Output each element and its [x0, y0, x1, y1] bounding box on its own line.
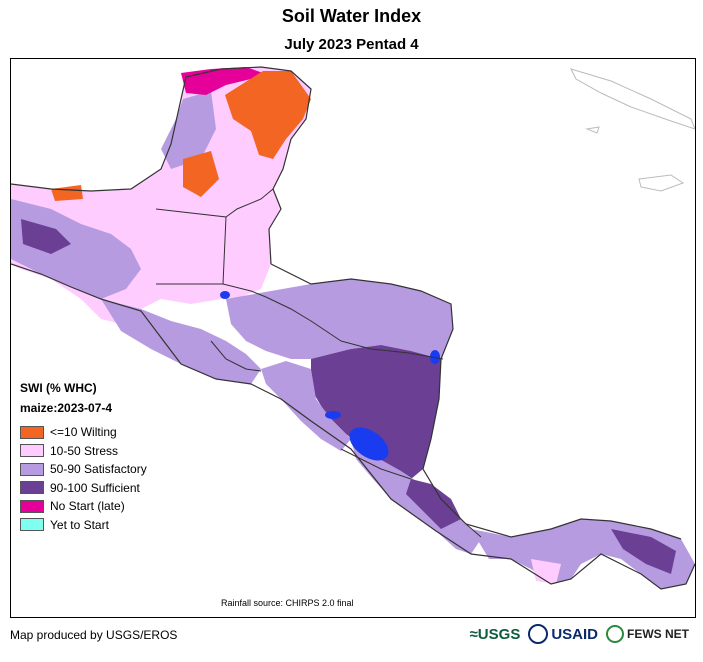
jamaica-outline [638, 174, 685, 192]
panama-stress [531, 559, 561, 584]
chiapas-sufficient [21, 219, 71, 254]
legend-swatch [20, 425, 44, 439]
legend-swatch [20, 518, 44, 532]
fews-net-label: FEWS NET [627, 627, 689, 641]
coastlines [11, 66, 695, 590]
logo-strip: ≈USGS USAID FEWS NET [470, 624, 689, 644]
lake-managua [325, 411, 341, 419]
map-title: Soil Water Index [281, 6, 422, 26]
legend-item-sufficient: 90-100 Sufficient [20, 479, 190, 498]
map-credit: Map produced by USGS/EROS [10, 628, 178, 642]
map-legend: SWI (% WHC) maize:2023-07-4 <=10 Wilting… [20, 381, 190, 534]
legend-label: Yet to Start [50, 517, 109, 532]
cuba-outline [570, 68, 695, 130]
legend-label: 50-90 Satisfactory [50, 462, 147, 477]
usaid-logo: USAID [528, 624, 598, 644]
soil-water-map [11, 66, 695, 590]
legend-item-satisfactory: 50-90 Satisfactory [20, 460, 190, 479]
legend-item-stress: 10-50 Stress [20, 442, 190, 461]
panama-sufficient [611, 529, 676, 574]
legend-title: SWI (% WHC) [20, 381, 97, 395]
usaid-label: USAID [551, 625, 598, 643]
rainfall-source-note: Rainfall source: CHIRPS 2.0 final [221, 598, 354, 608]
cayman-outline [585, 126, 600, 134]
legend-item-no-start: No Start (late) [20, 497, 190, 516]
yucatan-satisfactory [161, 91, 216, 169]
legend-label: No Start (late) [50, 499, 125, 514]
costa-rica-sufficient [406, 479, 461, 529]
usaid-seal-icon [528, 624, 549, 644]
legend-swatch [20, 481, 44, 495]
chiapas-region [11, 199, 141, 299]
honduras-region [226, 279, 453, 359]
lake-atitlan [220, 291, 230, 299]
legend-swatch [20, 444, 44, 458]
legend-label: 90-100 Sufficient [50, 480, 140, 495]
lagoon-east [430, 350, 440, 364]
legend-label: 10-50 Stress [50, 443, 119, 458]
map-subtitle: July 2023 Pentad 4 [284, 36, 419, 53]
guatemala-pacific [101, 299, 261, 384]
wilting-campeche [183, 151, 219, 197]
lake-nicaragua [349, 427, 389, 461]
legend-item-wilting: <=10 Wilting [20, 423, 190, 442]
legend-label: <=10 Wilting [50, 425, 117, 440]
country-borders [155, 188, 482, 538]
nicaragua-pacific [261, 361, 351, 451]
map-panel [10, 58, 696, 618]
legend-subtitle: maize:2023-07-4 [20, 401, 113, 415]
wilting-west [51, 185, 83, 201]
nicaragua-region [311, 345, 441, 479]
legend-item-yet-to-start: Yet to Start [20, 516, 190, 535]
usgs-logo: ≈USGS [469, 625, 521, 643]
legend-swatch [20, 499, 44, 513]
fews-net-logo: FEWS NET [606, 625, 689, 643]
globe-icon [606, 625, 624, 643]
legend-swatch [20, 462, 44, 476]
wilting-yucatan [225, 71, 311, 159]
